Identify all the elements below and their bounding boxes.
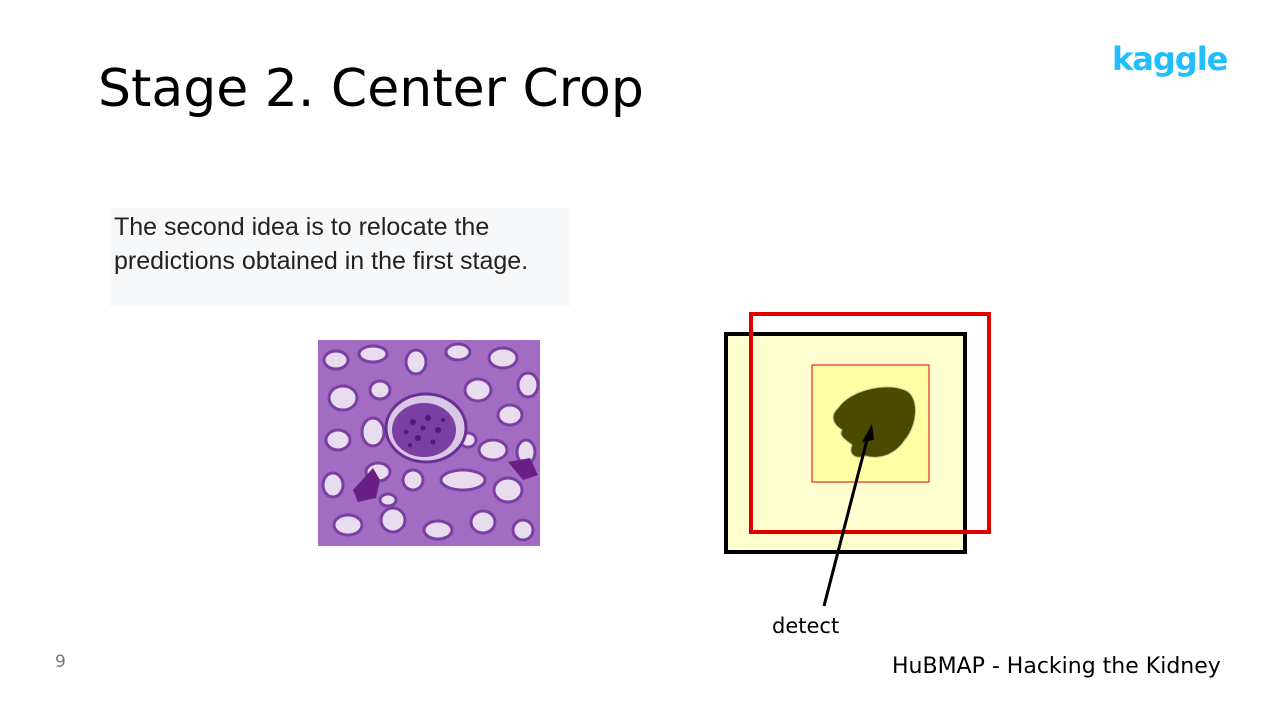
crop-box [749, 312, 991, 534]
detected-mask [832, 386, 916, 458]
kaggle-logo: kaggle [1112, 40, 1228, 78]
arrow-line [822, 435, 870, 607]
body-text: The second idea is to relocate the predi… [114, 213, 529, 275]
center-crop-diagram [724, 312, 991, 607]
histology-image [318, 340, 540, 546]
body-text-box: The second idea is to relocate the predi… [110, 208, 570, 306]
page-number: 9 [55, 652, 66, 672]
detect-label: detect [772, 614, 840, 638]
slide-title: Stage 2. Center Crop [98, 59, 644, 119]
footer-text: HuBMAP - Hacking the Kidney [892, 654, 1221, 679]
arrow-head [862, 424, 874, 442]
